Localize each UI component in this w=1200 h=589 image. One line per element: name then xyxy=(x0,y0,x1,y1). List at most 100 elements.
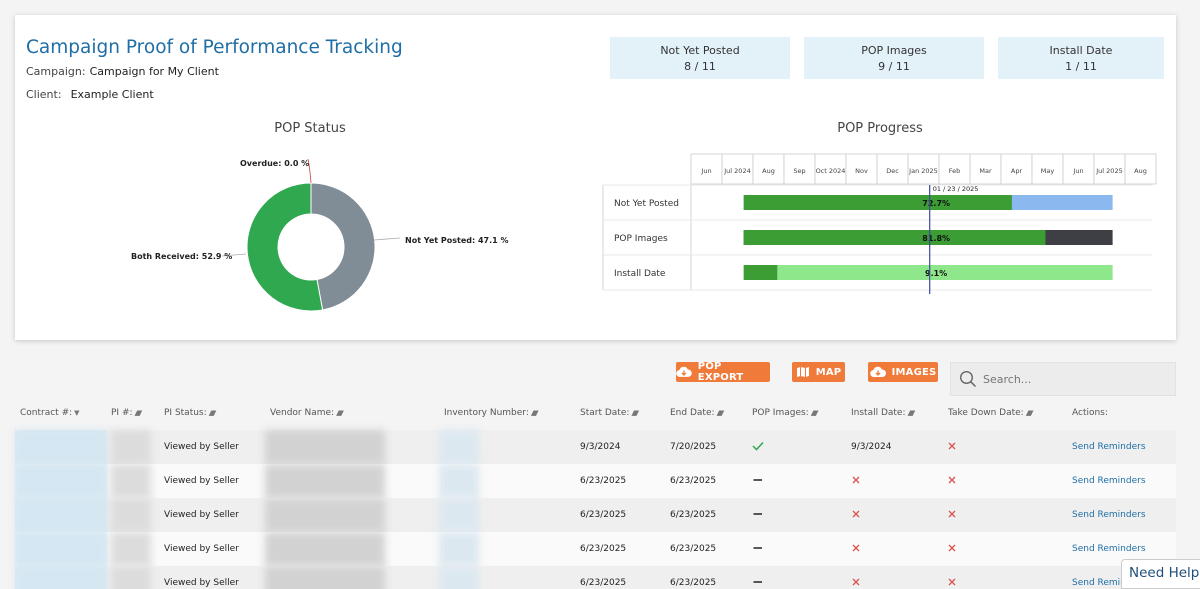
start-date-cell: 6/23/2025 xyxy=(580,544,627,554)
month-label: Nov xyxy=(855,167,868,175)
column-header[interactable]: End Date: ▲▼ xyxy=(670,408,725,418)
pop-export-label: POP EXPORT xyxy=(697,361,744,383)
pie-label: Not Yet Posted: 47.1 % xyxy=(405,236,509,245)
stat-label: POP Images xyxy=(861,44,927,57)
sort-icon[interactable]: ▲▼ xyxy=(530,409,539,417)
send-reminders-link[interactable]: Send Reminders xyxy=(1072,578,1146,588)
send-reminders-link[interactable]: Send Reminders xyxy=(1072,476,1146,486)
map-button[interactable]: MAP xyxy=(792,362,845,382)
stat-label: Install Date xyxy=(1049,44,1113,57)
pie-label: Overdue: 0.0 % xyxy=(240,159,309,168)
client-row: Client: Example Client xyxy=(26,88,154,101)
pi-cell-redacted xyxy=(111,464,151,498)
progress-bar-remaining xyxy=(743,265,1113,280)
x-icon xyxy=(947,543,957,556)
sort-icon[interactable]: ▲▼ xyxy=(134,409,143,417)
contract-cell[interactable] xyxy=(15,566,107,589)
pi-cell-redacted xyxy=(111,532,151,566)
sort-desc-icon[interactable]: ▼ xyxy=(74,409,80,417)
table-row: Viewed by Seller 6/23/2025 6/23/2025 Send R… xyxy=(15,532,1176,566)
pie-label: Both Received: 52.9 % xyxy=(131,252,232,261)
images-button[interactable]: IMAGES xyxy=(868,362,938,382)
end-date-cell: 6/23/2025 xyxy=(670,544,717,554)
start-date-cell: 6/23/2025 xyxy=(580,510,627,520)
sort-icon[interactable]: ▲▼ xyxy=(810,409,819,417)
stat-value: 9 / 11 xyxy=(878,60,910,73)
contract-cell[interactable] xyxy=(15,430,107,464)
start-date-cell: 6/23/2025 xyxy=(580,578,627,588)
column-header-label: PI #: xyxy=(111,408,133,418)
pop-export-button[interactable]: POP EXPORT xyxy=(676,361,770,383)
pie-slice xyxy=(246,182,324,312)
month-label: Aug xyxy=(762,167,775,175)
progress-bar-complete xyxy=(743,230,1046,245)
x-icon xyxy=(851,577,861,589)
column-header-label: Start Date: xyxy=(580,408,630,418)
contract-cell[interactable] xyxy=(15,498,107,532)
progress-bar-label: 9.1% xyxy=(925,269,947,278)
sort-icon[interactable]: ▲▼ xyxy=(336,409,344,417)
pie-leader-line xyxy=(221,253,247,257)
column-header[interactable]: Take Down Date: ▲▼ xyxy=(948,408,1034,418)
column-header[interactable]: Start Date: ▲▼ xyxy=(580,408,639,418)
sort-icon[interactable]: ▲▼ xyxy=(631,409,639,417)
column-header[interactable]: Install Date: ▲▼ xyxy=(851,408,916,418)
month-label: Oct 2024 xyxy=(816,167,846,175)
month-cell xyxy=(721,153,754,185)
column-header[interactable]: PI Status: ▲▼ xyxy=(164,408,217,418)
vendor-cell-redacted xyxy=(265,498,385,532)
table-row: Viewed by Seller 9/3/2024 7/20/2025 9/3/202… xyxy=(15,430,1176,464)
column-header[interactable]: POP Images: ▲▼ xyxy=(752,408,819,418)
dash-icon xyxy=(752,475,764,488)
vendor-cell-redacted xyxy=(265,430,385,464)
column-header[interactable]: PI #: ▲▼ xyxy=(111,408,143,418)
send-reminders-link[interactable]: Send Reminders xyxy=(1072,544,1146,554)
month-cell xyxy=(969,153,1002,185)
sort-icon[interactable]: ▲▼ xyxy=(907,409,916,417)
month-cell xyxy=(876,153,909,185)
contract-cell[interactable] xyxy=(15,464,107,498)
end-date-cell: 6/23/2025 xyxy=(670,578,717,588)
campaign-value: Campaign for My Client xyxy=(89,65,219,78)
search-box[interactable] xyxy=(950,362,1176,396)
start-date-cell: 9/3/2024 xyxy=(580,442,621,452)
month-label: Dec xyxy=(886,167,899,175)
month-cell xyxy=(1062,153,1095,185)
map-label: MAP xyxy=(815,366,842,378)
month-label: May xyxy=(1041,167,1055,175)
send-reminders-link[interactable]: Send Reminders xyxy=(1072,510,1146,520)
send-reminders-link[interactable]: Send Reminders xyxy=(1072,442,1146,452)
column-header[interactable]: Vendor Name: ▲▼ xyxy=(270,408,344,418)
progress-bar-label: 81.8% xyxy=(922,234,950,243)
end-date-cell: 7/20/2025 xyxy=(670,442,717,452)
inventory-cell-redacted xyxy=(439,430,479,464)
pop-progress-title: POP Progress xyxy=(837,121,923,136)
campaign-row: Campaign: Campaign for My Client xyxy=(26,65,219,78)
stat-not-yet-posted: Not Yet Posted 8 / 11 xyxy=(610,37,790,79)
pop-status-title: POP Status xyxy=(274,121,346,136)
progress-row-label: Install Date xyxy=(614,269,666,279)
x-icon xyxy=(851,543,861,556)
sort-icon[interactable]: ▲▼ xyxy=(208,409,217,417)
x-icon xyxy=(851,509,861,522)
sort-icon[interactable]: ▲▼ xyxy=(716,409,725,417)
end-date-cell: 6/23/2025 xyxy=(670,476,717,486)
pi-cell-redacted xyxy=(111,566,151,589)
column-header[interactable]: Contract #: ▼ xyxy=(20,408,80,418)
x-icon xyxy=(947,475,957,488)
pi-status-cell: Viewed by Seller xyxy=(164,442,239,452)
column-header[interactable]: Inventory Number: ▲▼ xyxy=(444,408,539,418)
month-label: Mar xyxy=(979,167,992,175)
need-help-button[interactable]: Need Help? xyxy=(1121,559,1200,589)
x-icon xyxy=(851,475,861,488)
cloud-download-icon xyxy=(676,366,692,377)
start-date-cell: 6/23/2025 xyxy=(580,476,627,486)
contract-cell[interactable] xyxy=(15,532,107,566)
sort-icon[interactable]: ▲▼ xyxy=(1025,409,1034,417)
table-row: Viewed by Seller 6/23/2025 6/23/2025 Send R… xyxy=(15,498,1176,532)
search-input[interactable] xyxy=(983,372,1163,386)
stat-install-date: Install Date 1 / 11 xyxy=(998,37,1164,79)
search-icon xyxy=(959,370,977,388)
column-header-label: POP Images: xyxy=(752,408,809,418)
column-header: Actions: xyxy=(1072,408,1108,418)
